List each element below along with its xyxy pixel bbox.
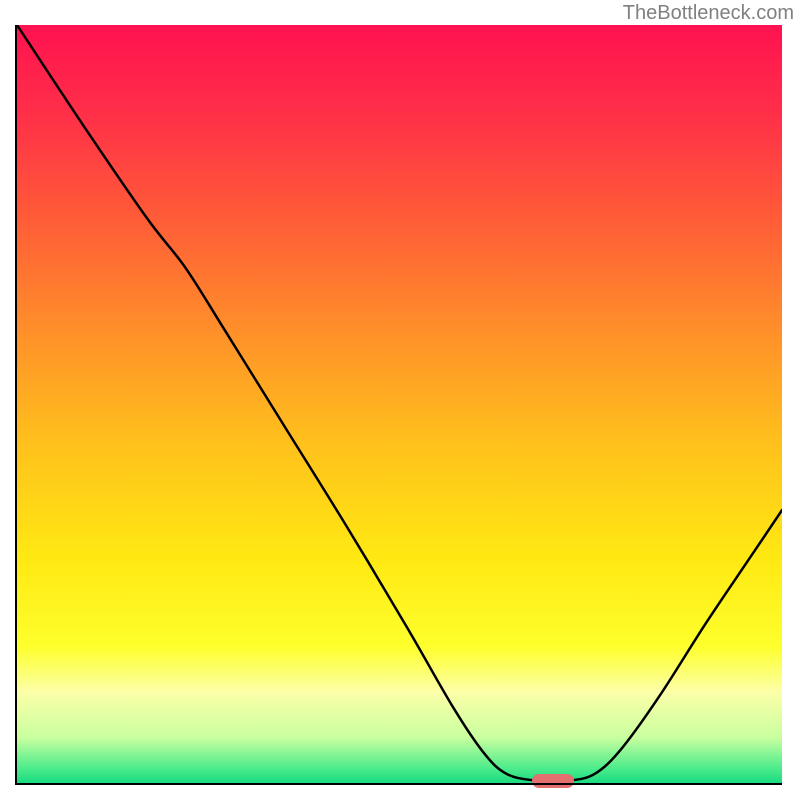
- watermark-text: TheBottleneck.com: [623, 2, 794, 25]
- x-axis: [15, 783, 782, 785]
- optimal-point-marker: [532, 774, 574, 788]
- y-axis: [15, 25, 17, 785]
- gradient-background: [17, 25, 782, 783]
- bottleneck-chart: [0, 0, 800, 800]
- plot-area: [17, 25, 782, 783]
